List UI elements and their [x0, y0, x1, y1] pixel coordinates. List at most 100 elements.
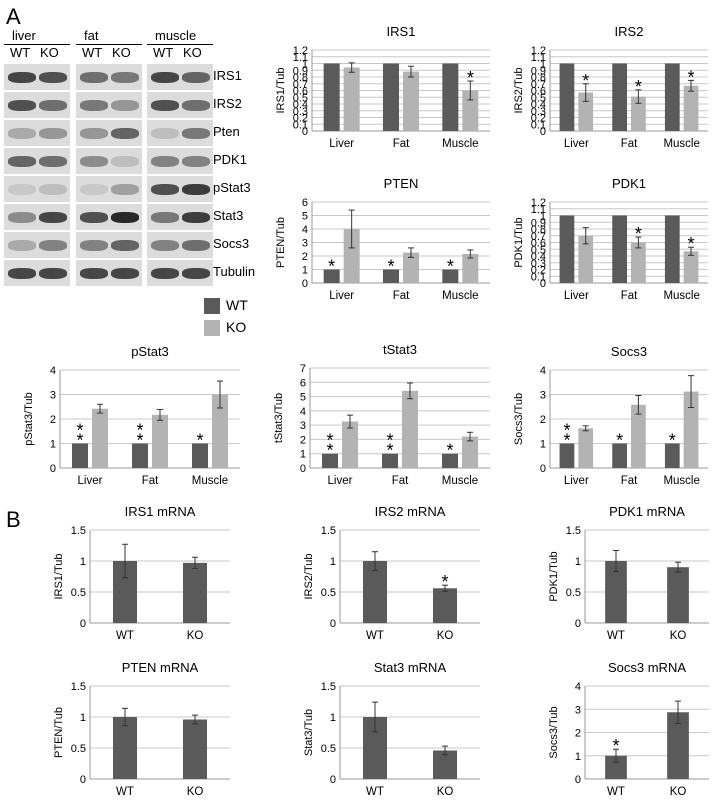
- y-axis-label: Socs3/Tub: [548, 706, 560, 758]
- blot-row: [147, 146, 213, 176]
- x-tick-label: Muscle: [442, 138, 478, 150]
- blot-row: [4, 118, 70, 148]
- blot-band: [80, 212, 108, 223]
- blot-group-underline: [147, 44, 213, 45]
- blot-band: [80, 128, 108, 139]
- chart-title: pStat3: [131, 344, 169, 359]
- bar-ko: [92, 408, 108, 468]
- blot-row: [76, 146, 142, 176]
- y-tick-label: 1: [302, 265, 308, 277]
- y-tick-label: 0: [330, 774, 336, 786]
- bar-ko: [403, 71, 419, 131]
- bar-wt: [442, 269, 459, 283]
- blot-band: [111, 212, 139, 223]
- bar-value: [667, 567, 689, 623]
- blot-protein-label-irs2: IRS2: [213, 96, 242, 111]
- chart-11: 0 0.5 1 1.5 Stat3 mRNA Stat3/Tub WT KO: [303, 660, 480, 798]
- y-tick-label: 0.3: [531, 258, 546, 270]
- chart-7: 0 0.5 1 1.5 IRS1 mRNA IRS1/Tub WT KO: [53, 504, 230, 642]
- x-tick-label: Liver: [329, 290, 354, 302]
- significance-marker: *: [326, 441, 333, 461]
- significance-marker: *: [612, 736, 619, 756]
- blot-row: [147, 90, 213, 120]
- blot-group-title-liver: liver: [12, 28, 36, 43]
- blot-band: [111, 184, 139, 195]
- y-tick-label: 0.5: [293, 92, 308, 104]
- y-tick-label: 1.5: [71, 681, 86, 693]
- significance-marker: *: [136, 421, 143, 441]
- y-tick-label: 0.7: [531, 231, 546, 243]
- x-tick-label: Liver: [564, 290, 589, 302]
- significance-marker: *: [326, 431, 333, 451]
- chart-title: IRS1: [387, 24, 416, 39]
- y-axis-label: Socs3/Tub: [513, 393, 525, 445]
- bar-wt: [442, 63, 459, 131]
- y-axis-label: PDK1/Tub: [513, 217, 525, 267]
- blot-band: [151, 240, 179, 251]
- x-tick-label: Liver: [564, 138, 589, 150]
- blot-row: [4, 90, 70, 120]
- y-tick-label: 2: [575, 728, 581, 740]
- bar-ko: [578, 92, 594, 131]
- blot-panel-liver: [4, 62, 70, 286]
- significance-marker: *: [387, 257, 394, 277]
- blot-protein-label-pdk1: PDK1: [213, 152, 247, 167]
- bar-wt: [382, 453, 398, 468]
- bar-ko: [578, 428, 594, 468]
- chart-title: IRS2 mRNA: [375, 504, 446, 519]
- blot-panel-fat: [76, 62, 142, 286]
- chart-title: Stat3 mRNA: [374, 660, 447, 675]
- x-tick-label: Liver: [329, 138, 354, 150]
- bar-value: [433, 588, 457, 623]
- blot-band: [8, 212, 36, 223]
- y-tick-label: 0.5: [71, 743, 86, 755]
- blot-band: [39, 268, 67, 279]
- significance-marker: *: [386, 441, 393, 461]
- blot-lane-label: KO: [112, 45, 131, 60]
- y-tick-label: 0.6: [531, 86, 546, 98]
- chart-title: PDK1: [612, 176, 646, 191]
- y-tick-label: 1.5: [566, 525, 581, 537]
- x-tick-label: Liver: [78, 475, 103, 487]
- y-tick-label: 2: [300, 434, 306, 446]
- y-tick-label: 0.5: [531, 92, 546, 104]
- y-tick-label: 0.5: [531, 244, 546, 256]
- y-tick-label: 1.5: [321, 525, 336, 537]
- x-tick-label: Muscle: [663, 475, 699, 487]
- blot-band: [80, 268, 108, 279]
- blot-band: [182, 156, 210, 167]
- x-tick-label: WT: [116, 786, 134, 798]
- blot-group-title-muscle: muscle: [155, 28, 197, 43]
- blot-band: [111, 240, 139, 251]
- y-axis-label: PTEN/Tub: [275, 217, 287, 268]
- y-tick-label: 1.1: [293, 52, 308, 64]
- y-tick-label: 4: [575, 681, 581, 693]
- bar-ko: [212, 394, 228, 468]
- blot-band: [111, 128, 139, 139]
- y-tick-label: 0.8: [531, 72, 546, 84]
- bar-value: [183, 562, 207, 623]
- y-tick-label: 0: [575, 618, 581, 630]
- bar-wt: [442, 453, 458, 468]
- bar-ko: [683, 251, 699, 283]
- y-tick-label: 3: [300, 420, 306, 432]
- bar-ko: [631, 96, 646, 131]
- blot-lane-label: WT: [82, 45, 103, 60]
- y-tick-label: 0.3: [293, 106, 308, 118]
- blot-row: [76, 230, 142, 260]
- x-tick-label: KO: [187, 630, 204, 642]
- significance-marker: *: [441, 572, 448, 592]
- significance-marker: *: [669, 431, 676, 451]
- chart-0: 00.10.20.30.40.50.60.70.80.911.11.2 IRS1 I…: [275, 24, 490, 150]
- bar-ko: [462, 253, 479, 283]
- blot-row: [4, 62, 70, 92]
- bar-ko: [343, 229, 360, 283]
- blot-band: [151, 212, 179, 223]
- bar-value: [113, 717, 137, 779]
- significance-marker: *: [635, 77, 642, 97]
- blot-row: [147, 62, 213, 92]
- panel-label-b: B: [6, 507, 21, 532]
- blot-row: [76, 258, 142, 288]
- bar-ko: [683, 85, 699, 131]
